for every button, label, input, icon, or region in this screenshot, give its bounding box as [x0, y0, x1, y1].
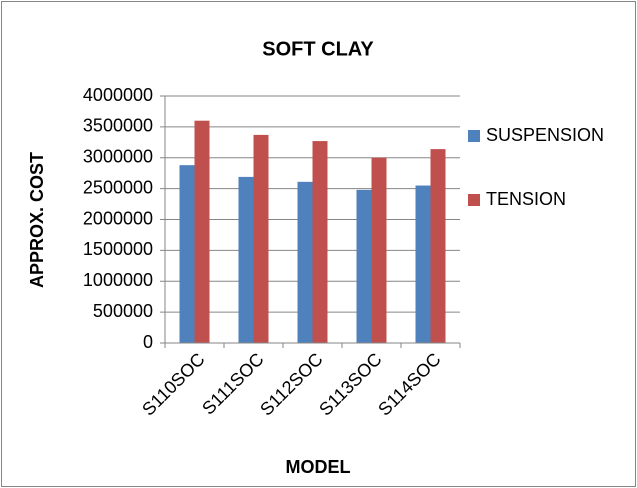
chart-title: SOFT CLAY — [262, 38, 374, 60]
bar — [312, 141, 328, 343]
y-tick-label: 0 — [143, 332, 153, 352]
bar — [238, 176, 254, 343]
bar — [371, 157, 387, 343]
y-axis-label: APPROX. COST — [27, 152, 47, 288]
y-tick-label: 3500000 — [83, 116, 153, 136]
bar — [253, 134, 269, 343]
y-tick-label: 1000000 — [83, 270, 153, 290]
x-axis-label: MODEL — [286, 457, 351, 477]
y-tick-label: 2500000 — [83, 177, 153, 197]
legend-label: TENSION — [486, 189, 566, 209]
legend-swatch — [468, 194, 480, 206]
y-tick-label: 4000000 — [83, 85, 153, 105]
bar — [415, 185, 431, 343]
bar — [356, 189, 372, 343]
bar — [179, 165, 195, 343]
y-tick-label: 1500000 — [83, 239, 153, 259]
y-tick-label: 2000000 — [83, 208, 153, 228]
bar — [430, 149, 446, 343]
legend-label: SUSPENSION — [486, 125, 604, 145]
y-tick-label: 500000 — [93, 301, 153, 321]
bar — [297, 181, 313, 343]
legend-swatch — [468, 130, 480, 142]
y-tick-label: 3000000 — [83, 147, 153, 167]
bar — [194, 120, 210, 343]
